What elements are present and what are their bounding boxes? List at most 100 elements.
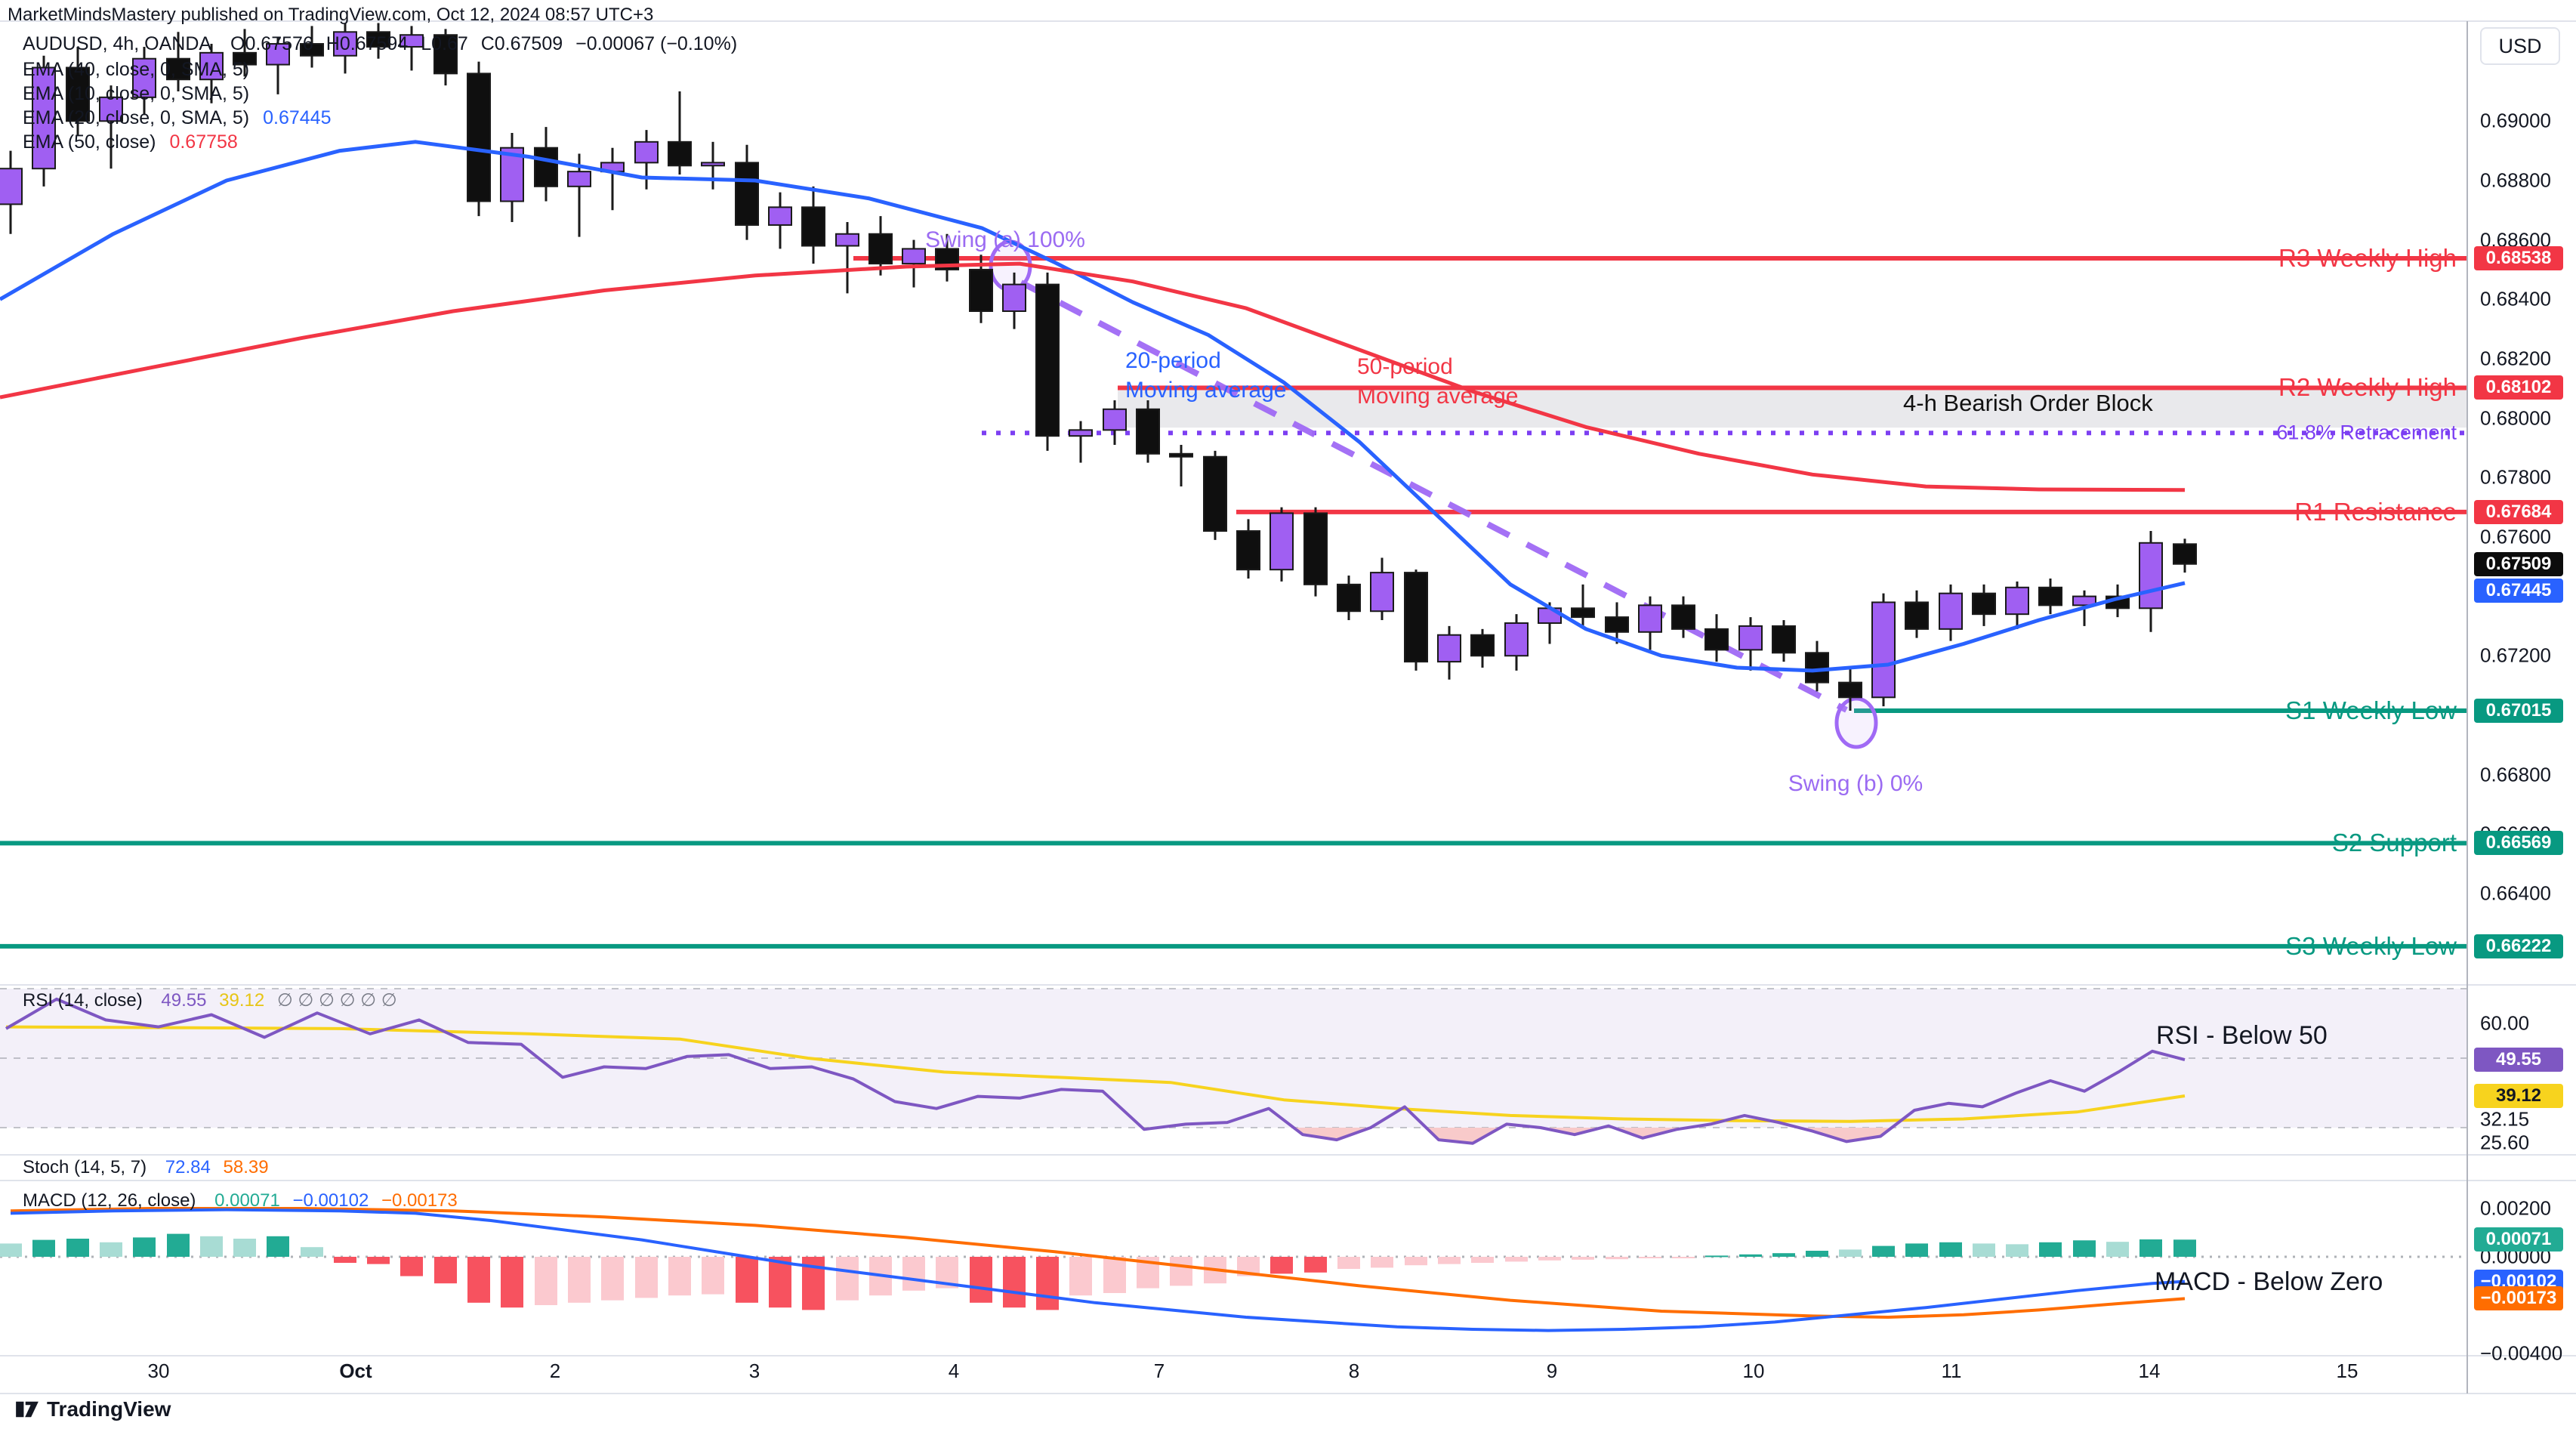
candle-body bbox=[2173, 543, 2197, 565]
price-badge-0.67684: 0.67684 bbox=[2474, 499, 2563, 524]
macd-hist-bar bbox=[0, 1243, 22, 1257]
macd-hist-bar bbox=[601, 1257, 624, 1301]
macd-hist-bar bbox=[1705, 1255, 1728, 1258]
level-label-r2-weekly-high[interactable]: R2 Weekly High bbox=[2278, 373, 2457, 402]
macd-hist-bar bbox=[668, 1257, 691, 1296]
price-tick-0.66400: 0.66400 bbox=[2480, 881, 2551, 905]
candle-body bbox=[1871, 601, 1896, 699]
macd-hist-bar bbox=[1538, 1257, 1561, 1261]
macd-hist-bar bbox=[2039, 1242, 2062, 1257]
macd-hist-bar bbox=[769, 1257, 791, 1308]
ema10-legend[interactable]: EMA (10, close, 0, SMA, 5) bbox=[23, 83, 250, 104]
candle-body bbox=[266, 43, 290, 66]
time-tick-11[interactable]: 11 bbox=[1941, 1360, 1962, 1382]
time-tick-Oct[interactable]: Oct bbox=[339, 1360, 372, 1382]
macd-hist-bar bbox=[1405, 1257, 1427, 1266]
level-label-61-8-retracement[interactable]: 61.8% Retracement bbox=[2276, 421, 2457, 444]
time-tick-4[interactable]: 4 bbox=[948, 1360, 960, 1382]
level-label-s2-support[interactable]: S2 Support bbox=[2331, 829, 2457, 857]
rsi-extra-params: ∅ ∅ ∅ ∅ ∅ ∅ bbox=[276, 990, 397, 1011]
price-tick-0.68400: 0.68400 bbox=[2480, 287, 2551, 310]
swing-circle-b bbox=[1834, 696, 1878, 749]
rsi-ma-line bbox=[5, 1025, 2186, 1123]
candle-body bbox=[1069, 429, 1093, 437]
rsi-badge-39.12: 39.12 bbox=[2474, 1084, 2563, 1108]
level-label-r1-resistance[interactable]: R1 Resistance bbox=[2294, 497, 2457, 526]
price-badge-0.67015: 0.67015 bbox=[2474, 698, 2563, 723]
ema20-legend[interactable]: EMA (20, close, 0, SMA, 5) 0.67445 bbox=[23, 107, 332, 128]
macd-hist-bar bbox=[1036, 1257, 1059, 1310]
time-tick-3[interactable]: 3 bbox=[748, 1360, 760, 1382]
candle-body bbox=[1035, 283, 1060, 437]
candle-body bbox=[735, 162, 759, 226]
level-label-s3-weekly-low[interactable]: S3 Weekly Low bbox=[2285, 931, 2457, 960]
macd-hist-bar bbox=[1905, 1243, 1928, 1257]
macd-hist-bar bbox=[501, 1257, 523, 1308]
rsi-tick-25.60: 25.60 bbox=[2480, 1131, 2530, 1154]
time-tick-15[interactable]: 15 bbox=[2336, 1360, 2359, 1382]
price-badge-0.68538: 0.68538 bbox=[2474, 246, 2563, 270]
candle-body bbox=[132, 57, 156, 98]
rsi-legend[interactable]: RSI (14, close) 49.55 39.12 ∅ ∅ ∅ ∅ ∅ ∅ bbox=[23, 990, 397, 1011]
macd-badge-0.00071: 0.00071 bbox=[2474, 1227, 2563, 1252]
time-tick-7[interactable]: 7 bbox=[1153, 1360, 1165, 1382]
candle-body bbox=[1638, 604, 1662, 633]
candle-body bbox=[835, 233, 859, 247]
candle-body bbox=[66, 66, 90, 122]
candle-body bbox=[701, 162, 725, 167]
symbol-title[interactable]: AUDUSD, 4h, OANDA bbox=[23, 33, 212, 54]
tradingview-logo[interactable]: TradingView bbox=[15, 1397, 171, 1421]
candle-body bbox=[233, 51, 257, 66]
level-label-s1-weekly-low[interactable]: S1 Weekly Low bbox=[2285, 696, 2457, 724]
time-tick-14[interactable]: 14 bbox=[2138, 1360, 2161, 1382]
time-tick-30[interactable]: 30 bbox=[147, 1360, 170, 1382]
macd-hist-bar bbox=[2073, 1240, 2096, 1257]
stoch-legend[interactable]: Stoch (14, 5, 7) 72.84 58.39 bbox=[23, 1157, 269, 1177]
time-tick-2[interactable]: 2 bbox=[549, 1360, 561, 1382]
candle-body bbox=[1838, 681, 1862, 699]
candle-body bbox=[1370, 572, 1394, 613]
macd-hist-bar bbox=[1772, 1253, 1795, 1257]
symbol-legend[interactable]: AUDUSD, 4h, OANDA O0.67576 H0.67594 L0.6… bbox=[23, 33, 737, 55]
time-tick-9[interactable]: 9 bbox=[1546, 1360, 1558, 1382]
candle-body bbox=[467, 73, 491, 202]
ema50-legend[interactable]: EMA (50, close) 0.67758 bbox=[23, 131, 238, 153]
ohlc-close: C0.67509 bbox=[480, 33, 563, 54]
candle-body bbox=[1437, 634, 1461, 663]
swing-trendline bbox=[1020, 279, 1848, 713]
macd-hist-bar bbox=[535, 1257, 557, 1305]
candle-body bbox=[534, 147, 558, 187]
macd-hist-bar bbox=[267, 1236, 289, 1257]
candle-body bbox=[366, 31, 390, 48]
rsi-oversold-fill bbox=[6, 1128, 2185, 1144]
macd-legend[interactable]: MACD (12, 26, close) 0.00071 −0.00102 −0… bbox=[23, 1190, 458, 1211]
candle-body bbox=[32, 66, 56, 170]
candle-body bbox=[1772, 625, 1796, 654]
ema50-line bbox=[0, 261, 2186, 492]
price-tick-0.68200: 0.68200 bbox=[2480, 347, 2551, 370]
macd-hist-bar bbox=[1973, 1243, 1995, 1257]
time-tick-8[interactable]: 8 bbox=[1348, 1360, 1360, 1382]
candle-body bbox=[333, 31, 357, 57]
swing-a-label: Swing (a) 100% bbox=[925, 227, 1085, 252]
candle-body bbox=[868, 233, 893, 265]
ema40-legend[interactable]: EMA (40, close, 0, SMA, 5) bbox=[23, 59, 250, 80]
candle-body bbox=[1605, 616, 1629, 633]
ma20-annotation: 20-period Moving average bbox=[1125, 348, 1287, 403]
macd-hist-bar bbox=[2106, 1242, 2129, 1257]
ohlc-low: L0.67 bbox=[421, 33, 468, 54]
macd-hist-bar bbox=[2006, 1244, 2028, 1257]
macd-hist-bar bbox=[1572, 1257, 1594, 1260]
tradingview-logo-icon bbox=[16, 1401, 39, 1418]
rsi-line bbox=[5, 997, 2186, 1145]
level-label-r3-weekly-high[interactable]: R3 Weekly High bbox=[2278, 244, 2457, 272]
candle-body bbox=[199, 51, 224, 81]
price-badge-0.67509: 0.67509 bbox=[2474, 551, 2563, 576]
macd-hist-bar bbox=[32, 1239, 55, 1257]
candle-body bbox=[1972, 592, 1996, 616]
macd-hist-bar bbox=[836, 1257, 859, 1301]
candle-body bbox=[2139, 542, 2163, 610]
time-tick-10[interactable]: 10 bbox=[1742, 1360, 1765, 1382]
